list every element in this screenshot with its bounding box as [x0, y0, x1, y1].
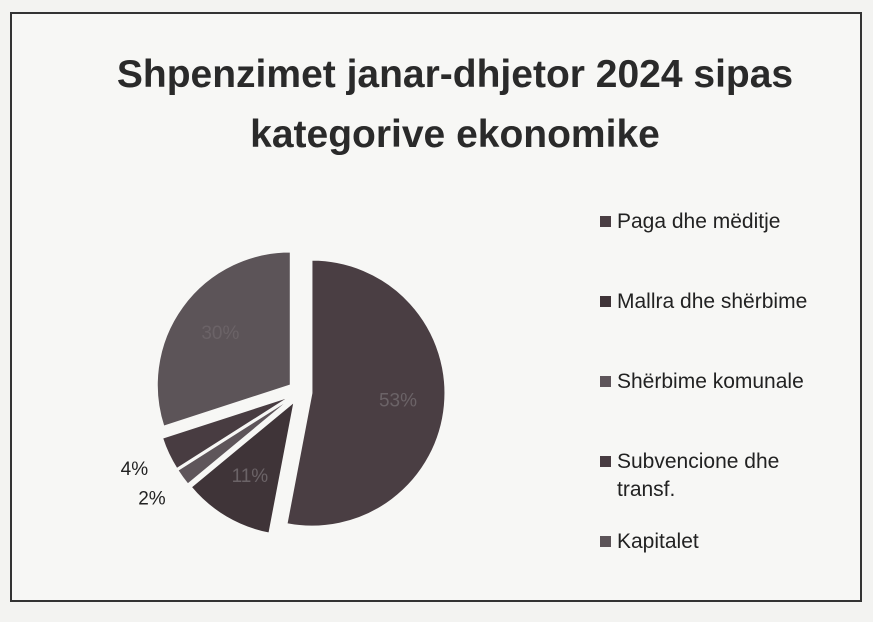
legend-item: Mallra dhe shërbime	[600, 288, 855, 316]
legend-label: Mallra dhe shërbime	[617, 290, 808, 313]
legend-item: Kapitalet	[600, 528, 855, 556]
legend-swatch	[600, 296, 611, 307]
pie-slice	[286, 259, 446, 527]
data-label: 2%	[138, 489, 166, 510]
legend-swatch	[600, 376, 611, 387]
pie-slice	[177, 398, 291, 485]
chart-title: Shpenzimet janar-dhjetor 2024 sipas kate…	[116, 53, 794, 156]
legend-swatch	[600, 216, 611, 227]
legend-swatch	[600, 536, 611, 547]
legend-item: Shërbime komunale	[600, 368, 855, 396]
chart-frame	[10, 12, 862, 602]
legend-item: Subvencione dhe transf.	[600, 448, 855, 504]
legend-swatch	[600, 456, 611, 467]
legend-label: Kapitalet	[617, 530, 699, 553]
legend-label: Subvencione dhe transf.	[617, 450, 780, 501]
legend-item: Paga dhe mëditje	[600, 208, 855, 236]
pie-slice	[190, 401, 295, 534]
pie-slice	[156, 251, 291, 427]
legend-label: Shërbime komunale	[617, 370, 804, 393]
data-label: 53%	[379, 390, 417, 411]
data-label: 11%	[232, 466, 269, 487]
legend-label: Paga dhe mëditje	[617, 210, 781, 233]
pie-slice	[162, 396, 290, 470]
data-label: 4%	[121, 459, 149, 480]
data-label: 30%	[201, 323, 239, 344]
